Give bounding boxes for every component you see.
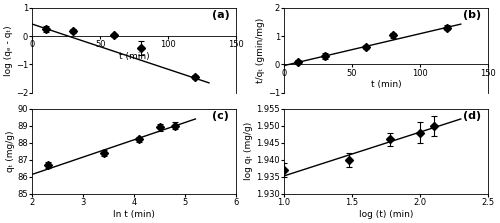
Text: (b): (b)	[464, 10, 481, 20]
X-axis label: t (min): t (min)	[119, 52, 150, 61]
Y-axis label: log qₜ (mg/g): log qₜ (mg/g)	[244, 122, 254, 180]
Text: (c): (c)	[212, 111, 228, 121]
Text: (d): (d)	[464, 111, 481, 121]
X-axis label: ln t (min): ln t (min)	[114, 210, 155, 219]
Y-axis label: qₜ (mg/g): qₜ (mg/g)	[6, 131, 15, 172]
Y-axis label: log (qₑ - qₜ): log (qₑ - qₜ)	[4, 25, 13, 76]
X-axis label: t (min): t (min)	[370, 80, 402, 89]
Y-axis label: t/qₜ (gmin/mg): t/qₜ (gmin/mg)	[256, 18, 265, 83]
X-axis label: log (t) (min): log (t) (min)	[359, 210, 413, 219]
Text: (a): (a)	[212, 10, 230, 20]
